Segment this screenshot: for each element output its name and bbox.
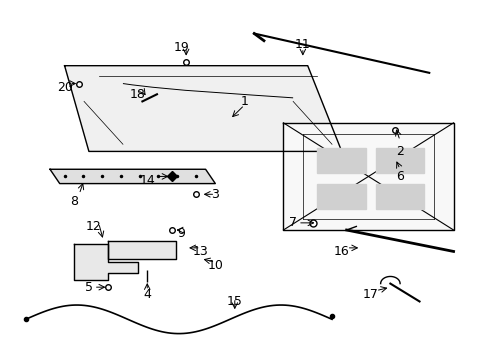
Text: 8: 8 (70, 195, 78, 208)
Polygon shape (375, 148, 424, 173)
Text: 16: 16 (333, 245, 349, 258)
Polygon shape (74, 244, 137, 280)
Text: 4: 4 (143, 288, 151, 301)
Text: 1: 1 (240, 95, 248, 108)
Polygon shape (64, 66, 341, 152)
Text: 5: 5 (85, 281, 93, 294)
Text: 19: 19 (173, 41, 189, 54)
Text: 9: 9 (177, 227, 185, 240)
Polygon shape (283, 123, 453, 230)
Text: 13: 13 (192, 245, 208, 258)
Text: 17: 17 (362, 288, 378, 301)
Text: 10: 10 (207, 259, 223, 272)
Polygon shape (375, 184, 424, 208)
Polygon shape (108, 241, 176, 258)
Text: 18: 18 (129, 88, 145, 101)
Polygon shape (50, 169, 215, 184)
Text: 14: 14 (139, 174, 155, 186)
Text: 2: 2 (395, 145, 403, 158)
Polygon shape (317, 184, 366, 208)
Text: 12: 12 (86, 220, 102, 233)
Text: 11: 11 (294, 38, 310, 51)
Polygon shape (317, 148, 366, 173)
Text: 15: 15 (226, 295, 242, 308)
Text: 3: 3 (211, 188, 219, 201)
Text: 7: 7 (288, 216, 297, 229)
Text: 6: 6 (395, 170, 403, 183)
Text: 20: 20 (57, 81, 72, 94)
